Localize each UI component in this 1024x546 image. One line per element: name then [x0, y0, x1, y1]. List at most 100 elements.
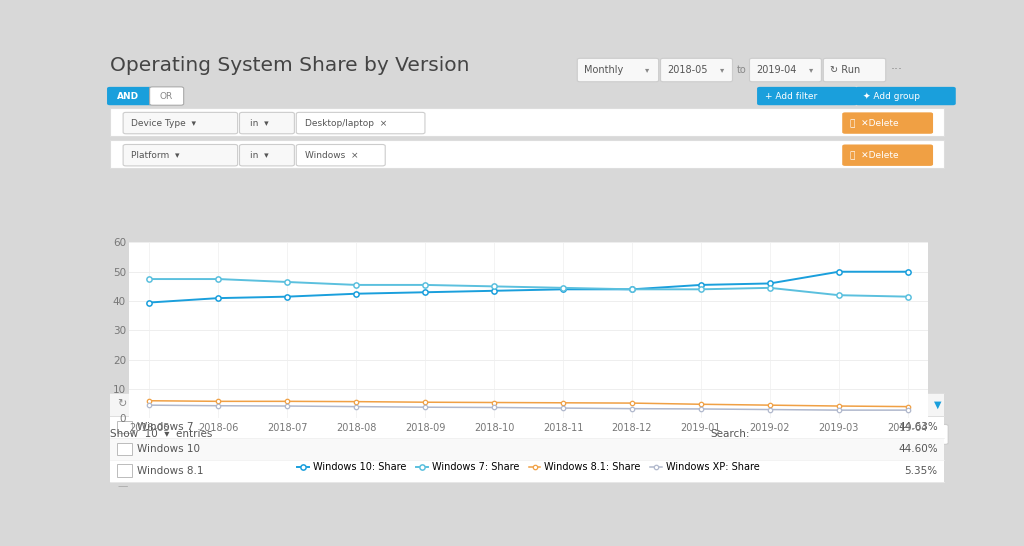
Text: 2019-04: 2019-04 — [756, 64, 797, 74]
Line: Windows XP: Share: Windows XP: Share — [147, 403, 910, 412]
Text: Windows 8.1: Windows 8.1 — [137, 466, 204, 476]
Text: in  ▾: in ▾ — [250, 118, 268, 128]
Text: ···: ··· — [891, 63, 902, 76]
Text: Windows  ×: Windows × — [305, 151, 358, 159]
Windows 8.1: Share: (11, 4): Share: (11, 4) — [901, 403, 913, 410]
Text: Windows 7: Windows 7 — [137, 422, 194, 432]
Bar — [118, 443, 132, 455]
FancyBboxPatch shape — [578, 58, 658, 82]
Windows XP: Share: (3, 4): Share: (3, 4) — [350, 403, 362, 410]
Windows XP: Share: (8, 3.2): Share: (8, 3.2) — [694, 406, 707, 412]
Bar — [110, 140, 944, 169]
Text: ⇅: ⇅ — [628, 400, 635, 409]
Text: OR: OR — [159, 92, 172, 100]
Text: AND: AND — [117, 92, 138, 100]
FancyBboxPatch shape — [750, 58, 821, 82]
Windows 8.1: Share: (4, 5.5): Share: (4, 5.5) — [419, 399, 431, 406]
Bar — [110, 393, 944, 416]
Windows XP: Share: (2, 4.2): Share: (2, 4.2) — [282, 403, 294, 410]
Windows 10: Share: (3, 42.5): Share: (3, 42.5) — [350, 290, 362, 297]
Windows 7: Share: (1, 47.5): Share: (1, 47.5) — [212, 276, 224, 282]
FancyBboxPatch shape — [855, 87, 955, 105]
FancyBboxPatch shape — [108, 87, 153, 105]
Windows 10: Share: (8, 45.5): Share: (8, 45.5) — [694, 282, 707, 288]
Windows 7: Share: (3, 45.5): Share: (3, 45.5) — [350, 282, 362, 288]
Windows XP: Share: (5, 3.7): Share: (5, 3.7) — [488, 404, 501, 411]
Text: 2018-05: 2018-05 — [668, 64, 708, 74]
Text: ▾: ▾ — [720, 65, 724, 74]
Windows 10: Share: (10, 50): Share: (10, 50) — [833, 269, 845, 275]
Windows 7: Share: (0, 47.5): Share: (0, 47.5) — [143, 276, 156, 282]
FancyBboxPatch shape — [123, 112, 238, 134]
Windows 8.1: Share: (8, 4.8): Share: (8, 4.8) — [694, 401, 707, 407]
FancyBboxPatch shape — [296, 145, 385, 166]
Windows 7: Share: (9, 44.5): Share: (9, 44.5) — [764, 284, 776, 291]
Windows XP: Share: (1, 4.3): Share: (1, 4.3) — [212, 402, 224, 409]
Text: ▼: ▼ — [934, 399, 941, 410]
Windows 8.1: Share: (7, 5.2): Share: (7, 5.2) — [626, 400, 638, 406]
Text: ⓘ  ✕Delete: ⓘ ✕Delete — [850, 118, 898, 128]
Windows 7: Share: (11, 41.5): Share: (11, 41.5) — [901, 293, 913, 300]
Windows XP: Share: (0, 4.5): Share: (0, 4.5) — [143, 402, 156, 408]
Text: ↻ Run: ↻ Run — [829, 64, 860, 74]
Bar — [110, 460, 944, 482]
Text: to: to — [737, 64, 746, 74]
FancyBboxPatch shape — [240, 145, 294, 166]
Bar — [638, 397, 653, 411]
Windows 8.1: Share: (6, 5.3): Share: (6, 5.3) — [557, 400, 569, 406]
Windows 10: Share: (2, 41.5): Share: (2, 41.5) — [282, 293, 294, 300]
FancyBboxPatch shape — [660, 58, 732, 82]
Windows 10: Share: (7, 44): Share: (7, 44) — [626, 286, 638, 293]
Line: Windows 10: Share: Windows 10: Share — [146, 269, 910, 305]
Windows 10: Share: (1, 41): Share: (1, 41) — [212, 295, 224, 301]
Text: Search:: Search: — [711, 429, 751, 438]
Windows 10: Share: (11, 50): Share: (11, 50) — [901, 269, 913, 275]
Text: Share: Share — [658, 399, 693, 410]
Windows XP: Share: (9, 3): Share: (9, 3) — [764, 406, 776, 413]
FancyBboxPatch shape — [240, 112, 294, 134]
Bar — [110, 108, 944, 136]
Bar — [110, 438, 944, 460]
Text: —: — — [118, 480, 128, 491]
Windows XP: Share: (6, 3.5): Share: (6, 3.5) — [557, 405, 569, 411]
Windows 7: Share: (5, 45): Share: (5, 45) — [488, 283, 501, 290]
FancyBboxPatch shape — [743, 424, 948, 444]
Text: 5.35%: 5.35% — [904, 466, 938, 476]
Windows 10: Share: (6, 44): Share: (6, 44) — [557, 286, 569, 293]
Bar — [110, 416, 944, 438]
Text: 44.63%: 44.63% — [898, 422, 938, 432]
Windows 8.1: Share: (2, 5.8): Share: (2, 5.8) — [282, 398, 294, 405]
Text: Show  10  ▾  entries: Show 10 ▾ entries — [110, 429, 212, 438]
FancyBboxPatch shape — [123, 145, 238, 166]
Text: ✦ Add group: ✦ Add group — [863, 92, 920, 100]
Windows 7: Share: (6, 44.5): Share: (6, 44.5) — [557, 284, 569, 291]
Windows XP: Share: (7, 3.3): Share: (7, 3.3) — [626, 405, 638, 412]
Line: Windows 7: Share: Windows 7: Share — [146, 276, 910, 299]
Text: Monthly: Monthly — [584, 64, 624, 74]
Windows 8.1: Share: (9, 4.5): Share: (9, 4.5) — [764, 402, 776, 408]
Text: ⓘ  ✕Delete: ⓘ ✕Delete — [850, 151, 898, 159]
Windows 7: Share: (7, 44): Share: (7, 44) — [626, 286, 638, 293]
Windows 8.1: Share: (3, 5.7): Share: (3, 5.7) — [350, 399, 362, 405]
Text: ↻: ↻ — [118, 399, 127, 410]
Windows 7: Share: (10, 42): Share: (10, 42) — [833, 292, 845, 299]
FancyBboxPatch shape — [757, 87, 857, 105]
Windows XP: Share: (11, 2.8): Share: (11, 2.8) — [901, 407, 913, 413]
Text: + Add filter: + Add filter — [765, 92, 817, 100]
Text: Operating System Share by Version: Operating System Share by Version — [110, 56, 469, 75]
Text: Windows 10: Windows 10 — [137, 444, 201, 454]
Text: Platform Version: Platform Version — [132, 399, 230, 410]
Text: Desktop/laptop  ×: Desktop/laptop × — [305, 118, 387, 128]
Windows 10: Share: (5, 43.5): Share: (5, 43.5) — [488, 288, 501, 294]
Windows 8.1: Share: (1, 5.8): Share: (1, 5.8) — [212, 398, 224, 405]
Text: ▾: ▾ — [645, 65, 649, 74]
Bar — [118, 420, 132, 433]
Legend: Windows 10: Share, Windows 7: Share, Windows 8.1: Share, Windows XP: Share: Windows 10: Share, Windows 7: Share, Win… — [297, 462, 760, 472]
FancyBboxPatch shape — [823, 58, 886, 82]
Text: ▾: ▾ — [809, 65, 813, 74]
Windows 8.1: Share: (0, 6): Share: (0, 6) — [143, 397, 156, 404]
Windows 7: Share: (2, 46.5): Share: (2, 46.5) — [282, 278, 294, 285]
FancyBboxPatch shape — [296, 112, 425, 134]
Bar — [118, 465, 132, 477]
Windows 10: Share: (4, 43): Share: (4, 43) — [419, 289, 431, 295]
